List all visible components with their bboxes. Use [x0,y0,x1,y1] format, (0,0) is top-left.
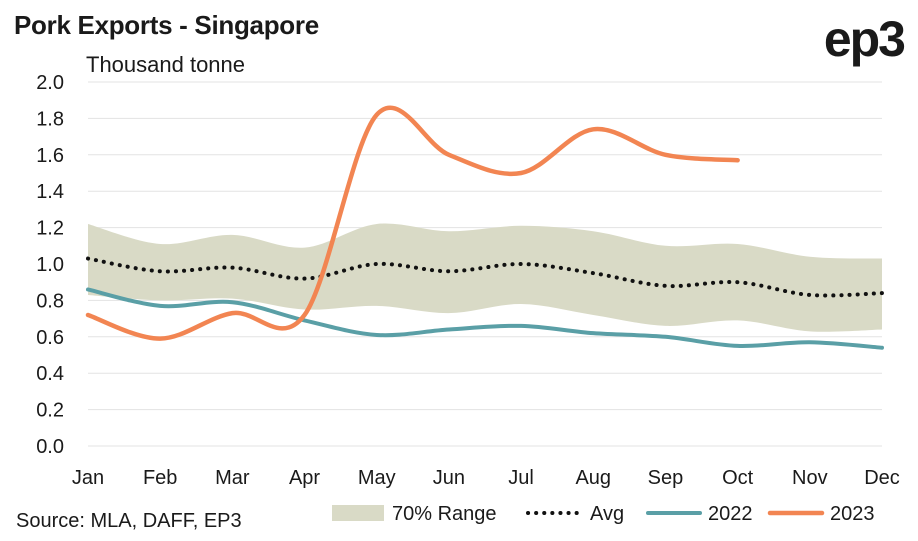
y-tick-label: 0.6 [36,327,64,349]
legend: 70% Range Avg 2022 2023 [332,503,875,525]
range-band [88,223,882,332]
ep3-logo: ep3 [823,11,906,67]
x-tick-label: May [358,467,396,489]
y-tick-label: 1.8 [36,108,64,130]
range-band-layer [88,223,882,332]
y-tick-label: 1.4 [36,181,64,203]
legend-label-2023: 2023 [830,503,875,525]
x-tick-label: Nov [792,467,828,489]
x-tick-label: Jul [508,467,534,489]
legend-label-range: 70% Range [392,503,497,525]
x-tick-label: Oct [722,467,754,489]
y-tick-label: 0.0 [36,436,64,458]
x-tick-label: Jun [433,467,465,489]
y-tick-label: 2.0 [36,72,64,94]
x-tick-label: Dec [864,467,900,489]
y-tick-label: 1.6 [36,145,64,167]
legend-label-avg: Avg [590,503,624,525]
y-axis-unit-label: Thousand tonne [86,52,246,77]
series-line-2023 [85,105,740,341]
x-tick-label: Feb [143,467,177,489]
series-line-avg [86,256,884,298]
y-tick-label: 0.2 [36,400,64,422]
legend-swatch-range [332,505,384,521]
x-tick-label: Sep [648,467,684,489]
series-layer [85,105,884,350]
x-axis: Jan Feb Mar Apr May Jun Jul Aug Sep Oct Nov Dec [72,467,900,489]
y-tick-label: 0.8 [36,290,64,312]
legend-label-2022: 2022 [708,503,753,525]
x-tick-label: Jan [72,467,104,489]
x-tick-label: Mar [215,467,250,489]
y-tick-label: 0.4 [36,363,64,385]
series-line-2022 [86,287,884,350]
x-tick-label: Apr [289,467,320,489]
chart-title: Pork Exports - Singapore [14,10,319,40]
y-axis: 0.0 0.2 0.4 0.6 0.8 1.0 1.2 1.4 1.6 1.8 2.0 [36,72,64,458]
x-tick-label: Aug [575,467,611,489]
y-tick-label: 1.2 [36,218,64,240]
y-tick-label: 1.0 [36,254,64,276]
source-note: Source: MLA, DAFF, EP3 [16,510,242,532]
